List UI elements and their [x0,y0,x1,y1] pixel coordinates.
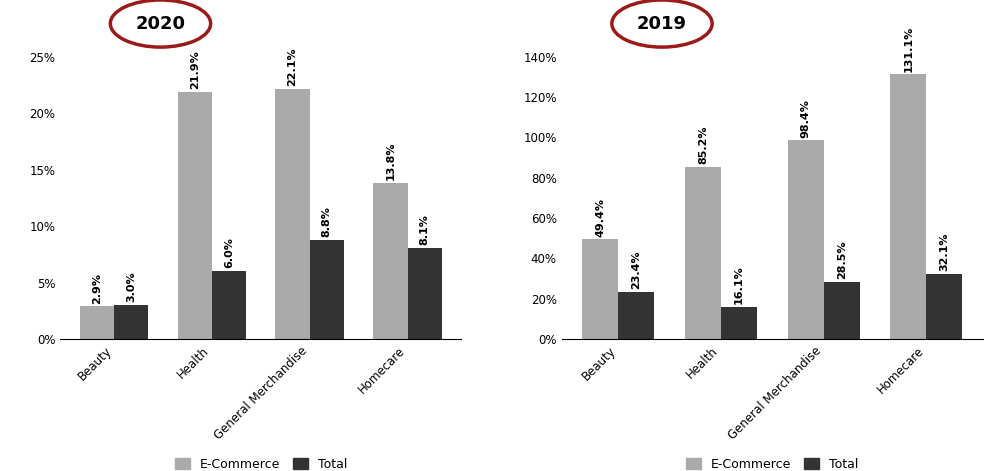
Bar [684,167,720,339]
Text: 2.9%: 2.9% [92,273,102,303]
Text: 28.5%: 28.5% [836,240,846,279]
Text: 6.0%: 6.0% [223,237,233,268]
Bar [114,305,148,339]
Text: 8.1%: 8.1% [419,214,429,245]
Bar [926,274,962,339]
Bar [720,307,757,339]
Bar [581,239,617,339]
Text: 2019: 2019 [636,15,686,32]
Bar [823,282,859,339]
Text: 32.1%: 32.1% [939,233,949,271]
Bar [177,91,211,339]
Text: 13.8%: 13.8% [385,142,395,180]
Bar [407,248,441,339]
Text: 2020: 2020 [135,15,185,32]
Text: 85.2%: 85.2% [697,126,707,164]
Text: 21.9%: 21.9% [189,50,199,89]
Bar [617,292,653,339]
Legend: E-Commerce, Total: E-Commerce, Total [169,453,352,471]
Text: 8.8%: 8.8% [322,206,332,237]
Text: 3.0%: 3.0% [126,272,136,302]
Text: 49.4%: 49.4% [594,197,604,236]
Text: 131.1%: 131.1% [903,25,913,72]
Bar [890,74,926,339]
Bar [787,140,823,339]
Legend: E-Commerce, Total: E-Commerce, Total [680,453,863,471]
Text: 98.4%: 98.4% [800,99,810,138]
Text: 16.1%: 16.1% [733,265,743,304]
Bar [211,271,245,339]
Bar [276,89,310,339]
Text: 23.4%: 23.4% [630,251,640,289]
Bar [80,306,114,339]
Text: 22.1%: 22.1% [288,48,298,87]
Bar [310,240,344,339]
Bar [373,183,407,339]
